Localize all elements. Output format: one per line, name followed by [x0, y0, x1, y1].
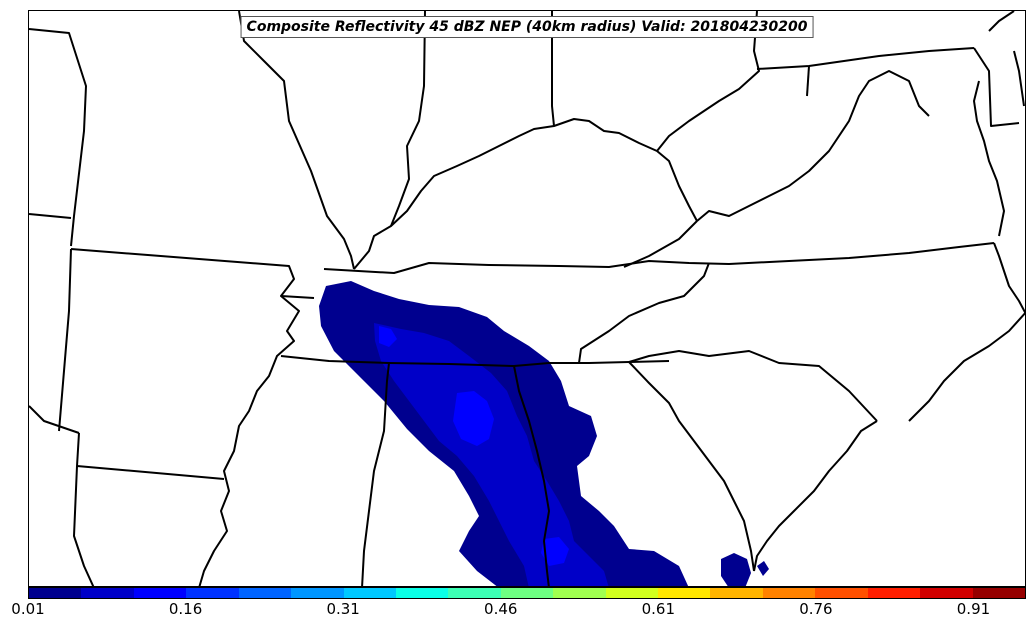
colorbar-segment [500, 588, 554, 598]
colorbar-segment [395, 588, 449, 598]
state-borders [29, 11, 1025, 586]
colorbar-segment [658, 588, 711, 598]
colorbar-segment [920, 588, 973, 598]
colorbar-segment [81, 588, 134, 598]
colorbar-segment [815, 588, 868, 598]
colorbar-tick-label: 0.76 [799, 600, 833, 618]
colorbar-tick-label: 0.46 [484, 600, 518, 618]
colorbar-segment [238, 588, 292, 598]
colorbar-segment [605, 588, 659, 598]
colorbar-tick-label: 0.61 [641, 600, 676, 618]
colorbar-segment [29, 588, 82, 598]
colorbar-segment [553, 588, 606, 598]
colorbar-segment [972, 588, 1026, 598]
probability-fill-mid [374, 323, 609, 586]
colorbar-tick-label: 0.31 [326, 600, 360, 618]
colorbar-segment [710, 588, 763, 598]
colorbar-tick-labels: 0.01 0.16 0.31 0.46 0.61 0.76 0.91 [0, 600, 1036, 630]
map-canvas [29, 11, 1025, 586]
colorbar-segment [133, 588, 187, 598]
colorbar-segment [291, 588, 344, 598]
colorbar-tick-label: 0.16 [168, 600, 203, 618]
colorbar [28, 587, 1026, 599]
map-title: Composite Reflectivity 45 dBZ NEP (40km … [240, 16, 814, 38]
colorbar-tick-label: 0.01 [11, 600, 45, 618]
map-panel: Composite Reflectivity 45 dBZ NEP (40km … [28, 10, 1026, 587]
colorbar-segment [448, 588, 501, 598]
colorbar-segment [186, 588, 239, 598]
colorbar-segment [343, 588, 396, 598]
colorbar-tick-label: 0.91 [956, 600, 991, 618]
colorbar-segment [762, 588, 816, 598]
probability-fill-core [379, 326, 569, 566]
colorbar-segment [867, 588, 921, 598]
